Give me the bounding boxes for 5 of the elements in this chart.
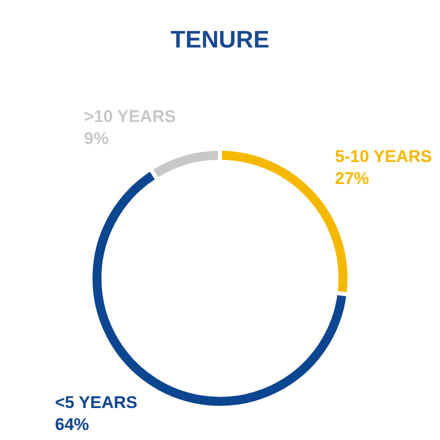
slice-label: <5 YEARS [55, 393, 138, 412]
slice-label: 5-10 YEARS [335, 147, 432, 166]
data-label: 64% [55, 415, 90, 434]
data-label: 27% [335, 169, 370, 188]
chart-title: TENURE [170, 26, 270, 54]
